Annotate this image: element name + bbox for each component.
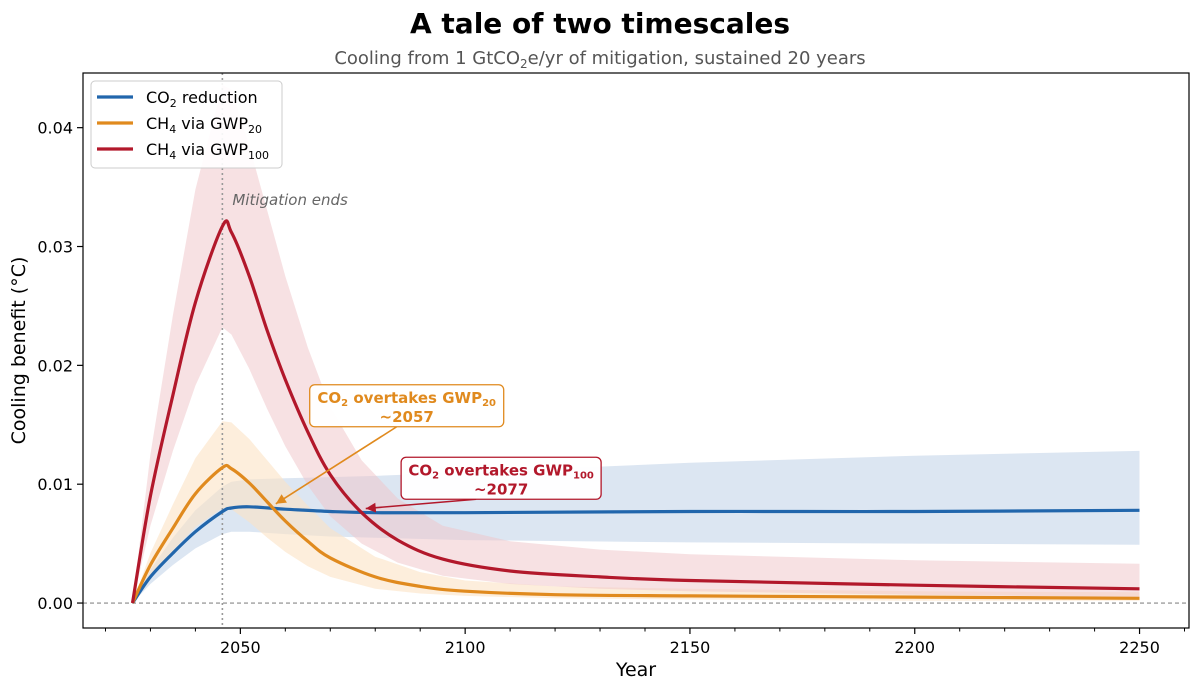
gwp100-annotation-box [400,456,602,500]
gwp20-line [131,463,1140,604]
legend-box [90,80,283,169]
legend-label-co2: CO2 reduction [146,88,258,110]
legend: CO2 reduction CH4 via GWP20 CH4 via GWP100 [90,80,283,169]
gwp100-line [130,219,1140,604]
legend-label-gwp20: CH4 via GWP20 [146,114,262,136]
chart-title: A tale of two timescales [410,7,790,40]
chart-subtitle: Cooling from 1 GtCO2e/yr of mitigation, … [334,48,865,71]
gwp100-annotation-line2: ~2077 [474,480,528,498]
plot-frame [82,72,1190,629]
gwp20-annotation-line1: CO2 overtakes GWP20 [317,389,496,409]
gwp20-annotation: CO2 overtakes GWP20~2057 [275,384,505,505]
gwp20-band [132,421,1140,603]
gwp100-annotation: CO2 overtakes GWP100~2077 [365,456,602,513]
gwp20-annotation-box [309,384,505,428]
x-tick-label: 2150 [670,638,711,657]
y-tick-label: 0.03 [37,238,73,257]
x-tick-label: 2250 [1119,638,1160,657]
gwp20-annotation-line2: ~2057 [380,408,434,426]
y-tick-label: 0.00 [37,594,73,613]
gwp100-annotation-arrowhead [365,502,377,513]
co2-line [131,505,1140,604]
gwp20-annotation-arrow [275,426,398,505]
axes: 2050 2100 2150 2200 2250 0.00 0.01 0.02 0.03 0.04 [37,119,1186,657]
gwp100-annotation-line1: CO2 overtakes GWP100 [408,461,594,481]
y-tick-label: 0.04 [37,119,73,138]
gwp100-annotation-arrow [365,498,477,510]
y-tick-label: 0.02 [37,356,73,375]
mitigation-end-label: Mitigation ends [232,191,348,209]
series-lines [130,219,1140,604]
y-axis-label: Cooling benefit (°C) [8,257,30,445]
gwp20-annotation-arrowhead [275,494,287,504]
x-tick-label: 2050 [220,638,261,657]
x-tick-label: 2200 [894,638,935,657]
x-axis-label: Year [615,659,656,681]
confidence-bands [132,84,1140,603]
y-tick-label: 0.01 [37,475,73,494]
x-tick-label: 2100 [445,638,486,657]
legend-label-gwp100: CH4 via GWP100 [146,140,269,162]
